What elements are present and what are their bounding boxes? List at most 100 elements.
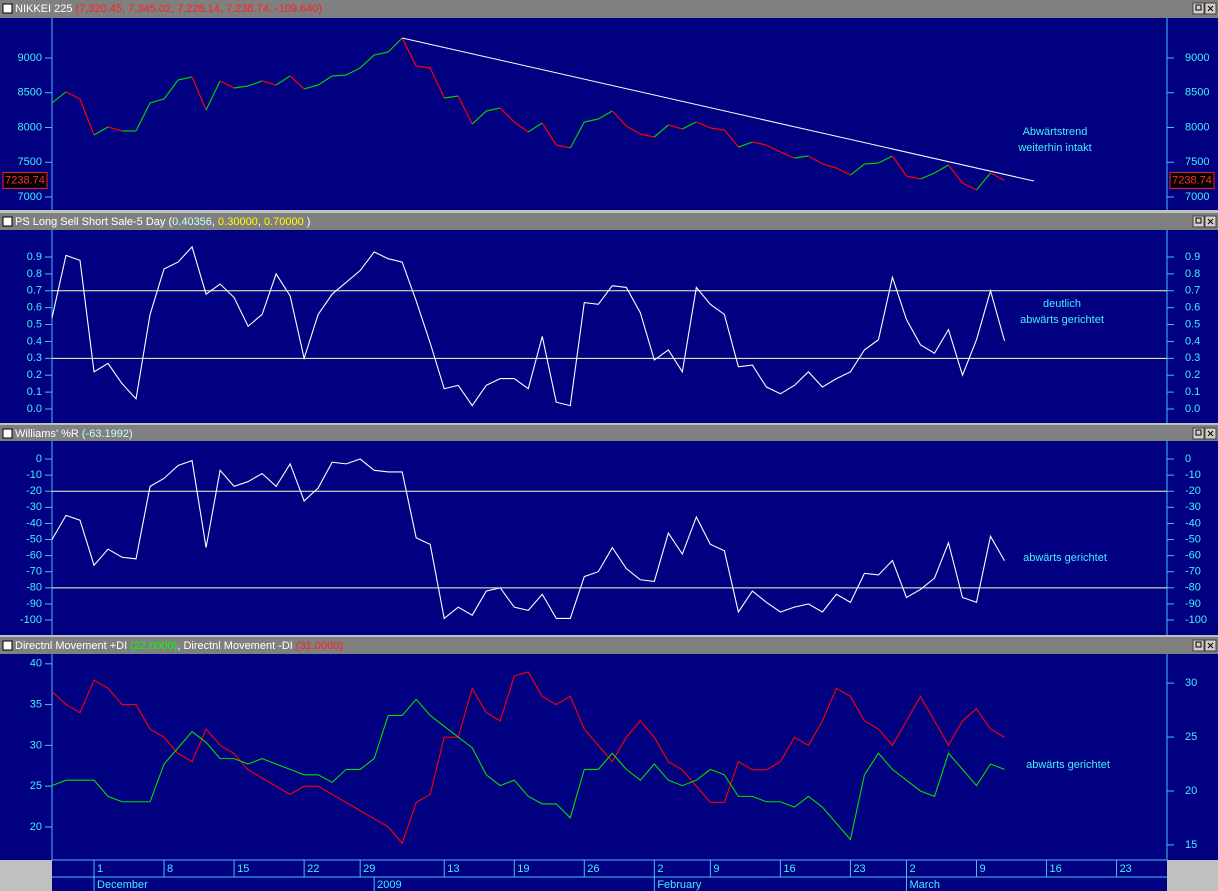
price-segment: [626, 125, 641, 135]
x-tick-label: 2: [909, 863, 915, 875]
y-tick-label: 20: [1185, 785, 1197, 797]
y-tick-label: 30: [1185, 677, 1197, 689]
y-tick-label: -70: [1185, 566, 1201, 578]
price-segment: [234, 85, 249, 89]
pane-title-part: 0.40356: [172, 216, 212, 228]
price-segment: [205, 80, 221, 111]
y-tick-label: 0.4: [1185, 335, 1200, 347]
price-segment: [219, 80, 235, 89]
y-tick-label: -70: [26, 566, 42, 578]
price-segment: [374, 51, 389, 56]
x-tick-label: 9: [713, 863, 719, 875]
y-tick-label: -20: [1185, 485, 1201, 497]
price-segment: [457, 95, 473, 125]
price-segment: [527, 122, 543, 133]
y-tick-label: 7500: [18, 156, 42, 168]
x-tick-label: 23: [853, 863, 865, 875]
pane-title-bar: [0, 213, 1218, 230]
price-segment: [668, 124, 683, 130]
minimize-button[interactable]: [1192, 427, 1205, 440]
annotation: abwärts gerichtet: [1026, 759, 1110, 771]
x-tick-label: 9: [979, 863, 985, 875]
y-tick-label: -10: [26, 469, 42, 481]
minimize-glyph: [1195, 641, 1202, 648]
y-tick-label: -100: [20, 614, 42, 626]
y-tick-label: -40: [26, 517, 42, 529]
minimize-button[interactable]: [1192, 215, 1205, 228]
price-segment: [640, 133, 655, 138]
price-segment: [359, 54, 375, 69]
price-segment: [471, 110, 487, 125]
y-tick-label: 0: [1185, 453, 1191, 465]
price-segment: [611, 110, 627, 127]
y-tick-label: 15: [1185, 839, 1197, 851]
price-segment: [332, 74, 347, 77]
y-tick-label: -30: [1185, 501, 1201, 513]
x-tick-label: 1: [97, 863, 103, 875]
y-tick-label: -10: [1185, 469, 1201, 481]
y-tick-label: 20: [30, 821, 42, 833]
y-tick-label: 0.9: [1185, 251, 1200, 263]
price-segment: [864, 162, 879, 165]
x-tick-label: 13: [447, 863, 459, 875]
pane-title-part: Williams' %R: [15, 428, 82, 440]
annotation: deutlich: [1043, 298, 1081, 310]
y-tick-label: 0.7: [1185, 285, 1200, 297]
price-segment: [569, 121, 585, 149]
price-segment: [822, 163, 837, 169]
pane-title: NIKKEI 225 (7,320.45, 7,345.02, 7,228.14…: [15, 3, 322, 15]
pane-background: [0, 441, 1218, 635]
x-tick-label: 2: [657, 863, 663, 875]
price-segment: [387, 37, 403, 53]
y-tick-label: 8500: [18, 87, 42, 99]
x-tick-label: 29: [363, 863, 375, 875]
price-segment: [766, 144, 781, 153]
x-tick-label: 8: [167, 863, 173, 875]
y-tick-label: 7000: [1185, 191, 1209, 203]
price-segment: [556, 144, 571, 149]
price-segment: [906, 175, 921, 180]
last-value-label: 7238.74: [1172, 174, 1212, 186]
price-segment: [682, 121, 697, 130]
price-segment: [51, 91, 67, 104]
y-tick-label: 0.0: [27, 403, 42, 415]
pane-title-part: 0.70000: [264, 216, 304, 228]
y-tick-label: 25: [1185, 731, 1197, 743]
y-tick-label: -20: [26, 485, 42, 497]
price-segment: [444, 95, 459, 99]
x-tick-label: 23: [1120, 863, 1132, 875]
minimize-button[interactable]: [1192, 2, 1205, 15]
pane-icon: [2, 3, 13, 14]
y-tick-label: 9000: [1185, 52, 1209, 64]
annotation: abwärts gerichtet: [1023, 552, 1107, 564]
price-segment: [962, 182, 977, 191]
price-segment: [836, 167, 851, 176]
price-segment: [275, 75, 291, 86]
price-segment: [177, 76, 193, 81]
y-tick-label: 0.1: [1185, 386, 1200, 398]
pane-title: PS Long Sell Short Sale-5 Day (0.40356, …: [15, 216, 310, 228]
price-segment: [79, 98, 95, 136]
pane-icon: [2, 216, 13, 227]
x-tick-label: 15: [237, 863, 249, 875]
y-tick-label: 7000: [18, 191, 42, 203]
pane-title-bar: [0, 425, 1218, 441]
y-tick-label: -80: [26, 582, 42, 594]
pane-title-part: (-63.1992): [82, 428, 133, 440]
minimize-button[interactable]: [1192, 639, 1205, 652]
price-segment: [107, 126, 123, 132]
pane-title-part: (7,320.45, 7,345.02, 7,228.14, 7,238.74,…: [76, 3, 322, 15]
y-tick-label: -60: [26, 550, 42, 562]
pane-title: Directnl Movement +DI (22.0000), Directn…: [15, 640, 343, 652]
y-tick-label: 25: [30, 780, 42, 792]
close-glyph: [1207, 218, 1214, 225]
price-segment: [752, 141, 767, 146]
last-value-label: 7238.74: [5, 174, 45, 186]
x-tick-label: 26: [587, 863, 599, 875]
price-segment: [780, 151, 795, 159]
pane-title-part: Directnl Movement +DI: [15, 640, 130, 652]
price-segment: [499, 107, 515, 123]
y-tick-label: 30: [30, 739, 42, 751]
price-segment: [723, 129, 739, 148]
